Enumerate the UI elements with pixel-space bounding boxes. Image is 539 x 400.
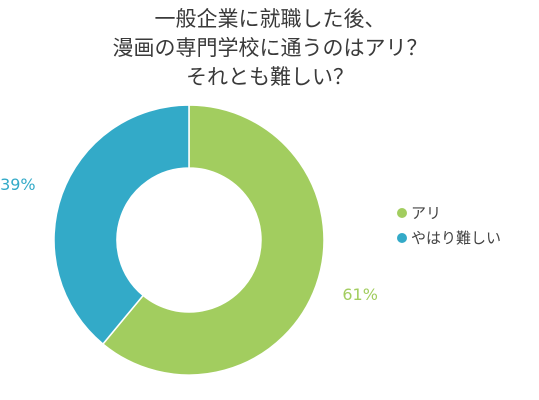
chart-title-line-3: それとも難しい？ — [186, 65, 354, 89]
chart-title: 一般企業に就職した後、 漫画の専門学校に通うのはアリ？ それとも難しい？ — [113, 7, 428, 89]
legend-label-0: アリ — [411, 204, 441, 222]
donut-slices — [53, 104, 325, 376]
legend-item-1: やはり難しい — [397, 229, 501, 247]
chart-title-line-2: 漫画の専門学校に通うのはアリ？ — [113, 36, 428, 60]
chart-title-line-1: 一般企業に就職した後、 — [155, 7, 386, 31]
legend-marker-0 — [397, 208, 407, 218]
legend-label-1: やはり難しい — [411, 229, 501, 247]
slice-label-1: 39% — [0, 175, 36, 194]
slice-label-0: 61% — [342, 285, 378, 304]
donut-slice-0 — [101, 104, 325, 376]
legend-item-0: アリ — [397, 204, 441, 222]
slice-labels: 61% 39% — [0, 175, 378, 304]
legend-marker-1 — [397, 233, 407, 243]
donut-slice-1 — [53, 104, 190, 346]
